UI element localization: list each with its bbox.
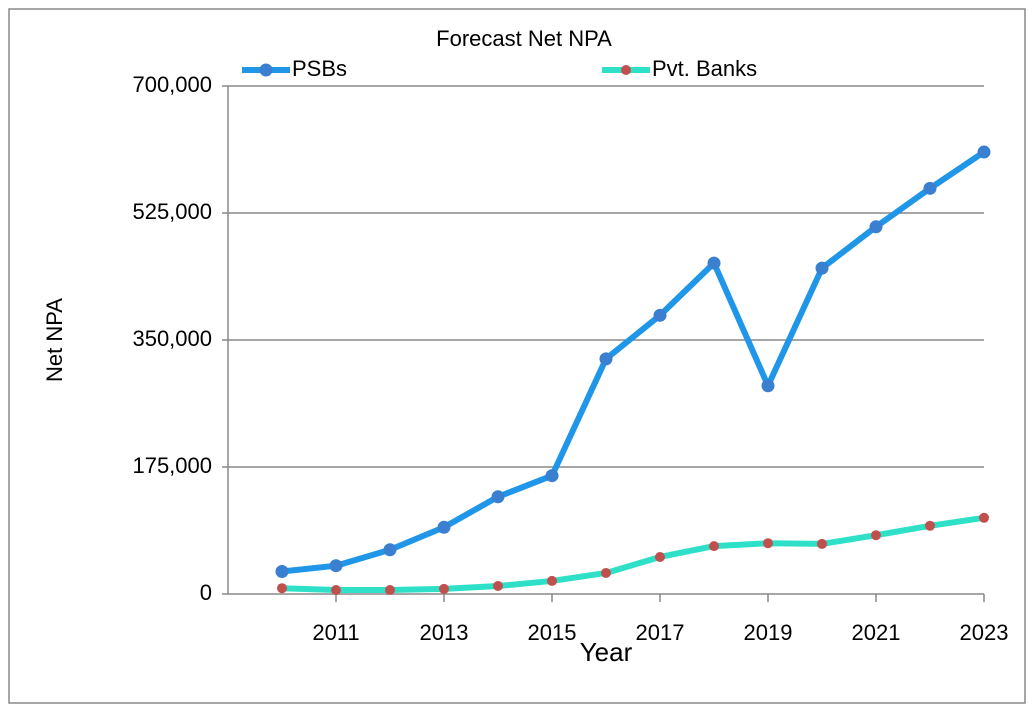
x-tick-label: 2013 [420,620,469,645]
data-point [817,538,827,549]
data-point [275,565,289,579]
data-point [815,261,829,275]
data-point [385,585,395,596]
legend-marker [621,65,631,75]
x-tick-label: 2011 [312,620,359,645]
data-point [869,220,883,234]
series-line [281,514,985,594]
legend-label: PSBs [292,56,347,81]
data-point [709,541,719,552]
data-point [977,145,991,159]
x-tick-label: 2019 [744,620,793,645]
y-axis-label: Net NPA [42,298,67,382]
x-tick-label: 2023 [960,620,1009,645]
x-axis-label: Year [580,637,633,667]
y-tick-label: 525,000 [132,199,212,224]
y-tick-label: 0 [200,580,212,605]
data-point [923,181,937,195]
data-point [329,559,343,573]
data-point [383,543,397,557]
y-tick-label: 350,000 [132,326,212,351]
data-point [437,520,451,534]
data-point [439,583,449,594]
data-point [979,512,989,523]
chart-title: Forecast Net NPA [436,26,612,51]
data-point [277,583,287,594]
data-point [707,256,721,270]
y-tick-label: 175,000 [132,453,212,478]
data-point [545,469,559,483]
x-tick-label: 2017 [636,620,685,645]
data-point [493,581,503,592]
data-point [547,575,557,586]
legend-label: Pvt. Banks [652,56,757,81]
legend-marker [259,63,273,77]
data-point [653,308,667,322]
data-point [491,490,505,504]
data-point [599,352,613,366]
data-point [761,379,775,393]
data-point [601,567,611,578]
data-point [331,585,341,596]
x-tick-label: 2021 [852,620,901,645]
data-point [763,538,773,549]
data-point [655,551,665,562]
data-point [871,530,881,541]
series-line [281,149,986,575]
chart-border [8,8,1026,704]
data-point [925,520,935,531]
x-tick-label: 2015 [528,620,577,645]
y-tick-label: 700,000 [132,72,212,97]
